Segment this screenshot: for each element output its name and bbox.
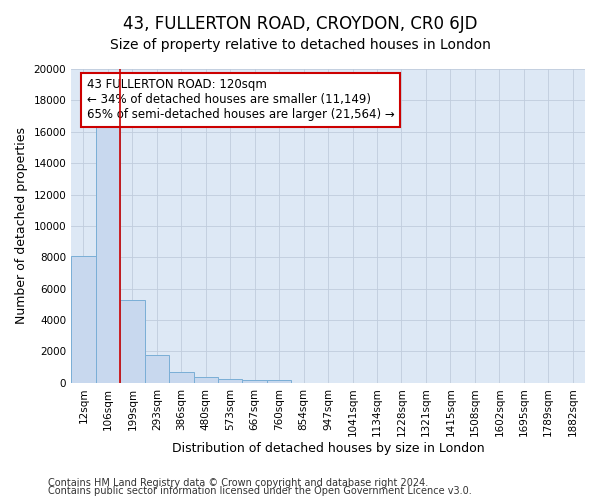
Bar xyxy=(169,372,194,383)
Text: Contains public sector information licensed under the Open Government Licence v3: Contains public sector information licen… xyxy=(48,486,472,496)
Y-axis label: Number of detached properties: Number of detached properties xyxy=(15,128,28,324)
Bar xyxy=(242,380,267,383)
Bar xyxy=(267,380,292,383)
Bar xyxy=(95,121,120,383)
Text: Contains HM Land Registry data © Crown copyright and database right 2024.: Contains HM Land Registry data © Crown c… xyxy=(48,478,428,488)
Bar xyxy=(218,378,242,383)
Bar xyxy=(194,377,218,383)
Bar xyxy=(145,356,169,383)
Bar xyxy=(71,256,95,383)
X-axis label: Distribution of detached houses by size in London: Distribution of detached houses by size … xyxy=(172,442,484,455)
Text: Size of property relative to detached houses in London: Size of property relative to detached ho… xyxy=(110,38,490,52)
Bar xyxy=(120,300,145,383)
Text: 43, FULLERTON ROAD, CROYDON, CR0 6JD: 43, FULLERTON ROAD, CROYDON, CR0 6JD xyxy=(123,15,477,33)
Text: 43 FULLERTON ROAD: 120sqm
← 34% of detached houses are smaller (11,149)
65% of s: 43 FULLERTON ROAD: 120sqm ← 34% of detac… xyxy=(86,78,394,122)
